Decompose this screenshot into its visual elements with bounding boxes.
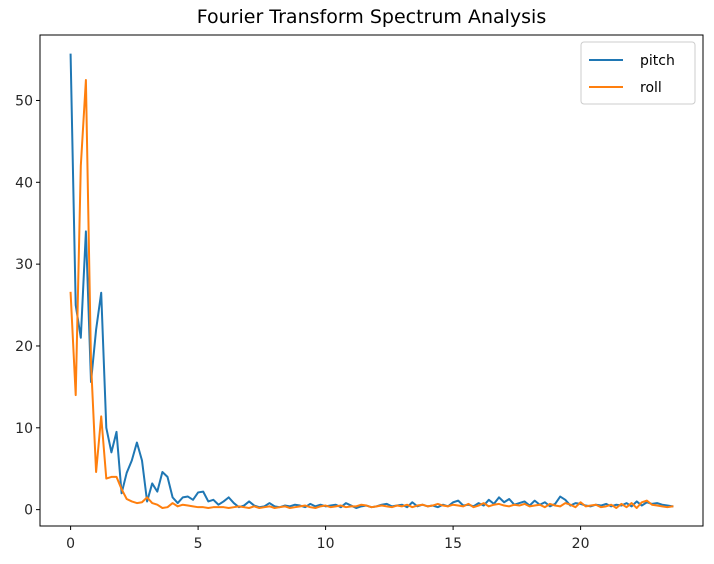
legend-label-roll: roll [640, 80, 662, 96]
legend-label-pitch: pitch [640, 53, 675, 69]
y-tick-label: 20 [15, 339, 33, 355]
chart-title: Fourier Transform Spectrum Analysis [197, 6, 547, 28]
legend-box [580, 41, 696, 105]
series-line-pitch [69, 53, 674, 509]
x-axis-ticks: 0 5 10 15 20 [66, 526, 590, 552]
x-tick-label: 15 [444, 536, 462, 552]
plot-lines [69, 53, 674, 509]
x-tick-label: 0 [66, 536, 75, 552]
y-axis-ticks: 0 10 20 30 40 50 [15, 93, 40, 519]
x-tick-label: 5 [194, 536, 203, 552]
y-tick-label: 10 [15, 421, 33, 437]
x-tick-label: 20 [572, 536, 590, 552]
y-tick-label: 30 [15, 257, 33, 273]
y-tick-label: 40 [15, 175, 33, 191]
x-tick-label: 10 [317, 536, 335, 552]
legend: pitch roll [580, 41, 696, 105]
y-tick-label: 0 [24, 503, 33, 519]
plot-area-frame [39, 34, 704, 527]
y-tick-label: 50 [15, 93, 33, 109]
series-line-roll [69, 79, 674, 509]
